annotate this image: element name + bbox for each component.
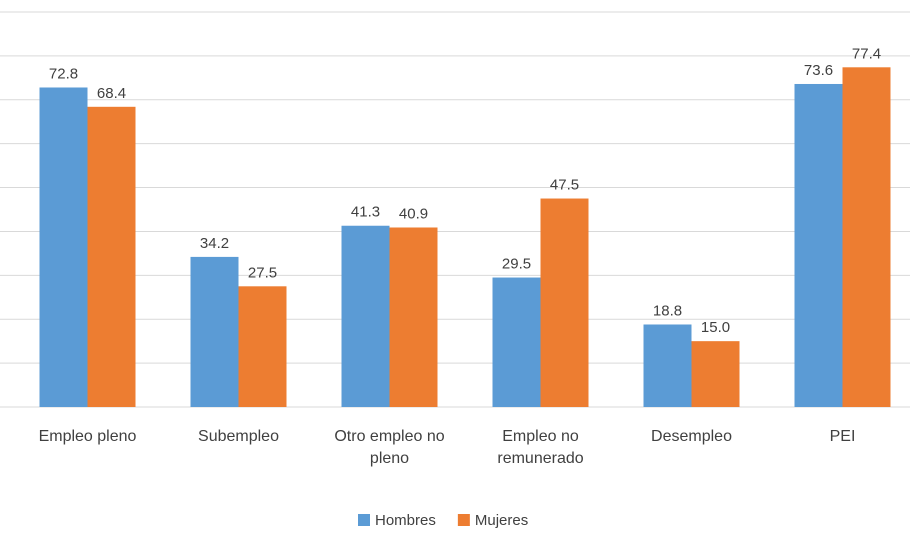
value-label: 34.2 [200, 235, 229, 252]
bar [39, 87, 88, 407]
legend-label: Hombres [375, 512, 436, 529]
bar [540, 198, 589, 407]
bar [691, 341, 740, 407]
bar [87, 106, 136, 408]
value-label: 15.0 [701, 319, 730, 336]
value-label: 77.4 [852, 45, 881, 62]
bar [238, 286, 287, 407]
value-label: 41.3 [351, 204, 380, 221]
bar [794, 83, 843, 407]
bar [842, 67, 891, 408]
x-tick-label: Desempleo [651, 428, 732, 445]
legend-swatch [358, 514, 370, 526]
x-tick-label: Otro empleo no pleno [334, 428, 445, 467]
value-label: 72.8 [49, 65, 78, 82]
value-label: 47.5 [550, 176, 579, 193]
x-tick-label: Subempleo [198, 428, 279, 445]
bar [643, 324, 692, 407]
legend-label: Mujeres [475, 512, 528, 529]
bar [389, 227, 438, 407]
value-label: 18.8 [653, 302, 682, 319]
x-tick-label: Empleo pleno [38, 428, 137, 445]
bar [341, 225, 390, 407]
value-label: 73.6 [804, 62, 833, 79]
x-tick-label: Empleo no remunerado [497, 428, 584, 467]
legend-swatch [457, 514, 470, 526]
x-tick-label: PEI [829, 428, 856, 445]
value-label: 29.5 [502, 255, 531, 272]
value-label: 68.4 [97, 85, 126, 102]
value-label: 27.5 [248, 264, 277, 281]
bar [190, 256, 239, 407]
bar [492, 277, 541, 407]
value-label: 40.9 [399, 205, 428, 222]
